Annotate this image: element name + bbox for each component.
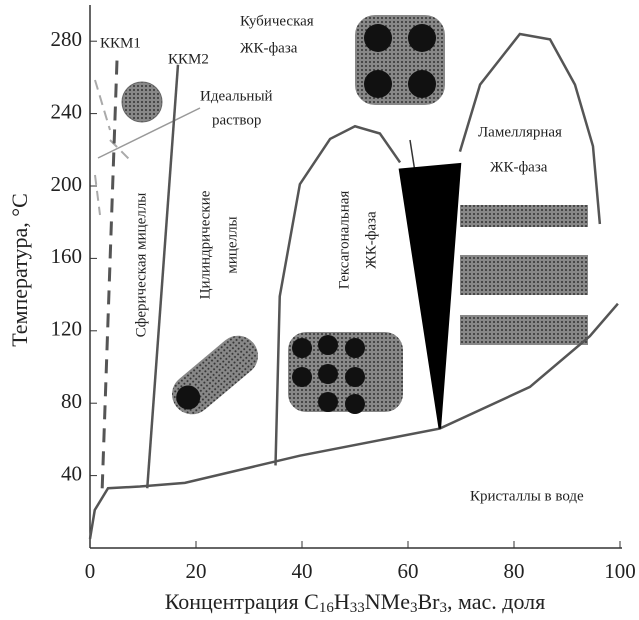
y-tick-label: 80 (61, 389, 82, 413)
x-axis-label-part: 33 (350, 600, 365, 616)
x-tick-label: 40 (292, 559, 313, 583)
y-tick-label: 120 (51, 317, 83, 341)
spherical-micelle (122, 82, 162, 122)
annotation: Кристаллы в воде (470, 488, 584, 504)
annotation: Сферическая мицеллы (133, 193, 149, 338)
x-axis-label-part: 3 (410, 600, 418, 616)
x-tick-label: 100 (604, 559, 636, 583)
annotation: ККМ1 (100, 35, 141, 51)
x-axis-label-part: 3 (439, 600, 447, 616)
x-tick-label: 20 (186, 559, 207, 583)
cylindrical-micelle (164, 328, 266, 423)
x-axis-label-part: Br (417, 589, 440, 614)
x-axis-label-part: H (334, 589, 350, 614)
x-axis-label: Концентрация C16H33NMe3Br3, мас. доля (165, 589, 546, 616)
annotation: Гексагональная (336, 191, 352, 290)
annotation: ЖК-фаза (363, 211, 379, 269)
annotation: ЖК-фаза (490, 159, 548, 175)
y-tick-label: 200 (51, 172, 83, 196)
y-tick-label: 160 (51, 244, 83, 268)
annotation: Ламеллярная (478, 124, 562, 140)
y-tick-label: 240 (51, 99, 83, 123)
annotation: ККМ2 (168, 51, 209, 67)
x-axis-label-part: , мас. доля (447, 589, 545, 614)
phase-boundary (147, 65, 178, 489)
phase-boundary (102, 59, 117, 488)
hexagonal-phase (288, 332, 403, 414)
y-tick-label: 40 (61, 461, 82, 485)
cubic-phase (355, 15, 445, 105)
annotation: Цилиндрические (197, 190, 213, 299)
lamellar-phase (460, 205, 588, 345)
y-tick-label: 280 (51, 27, 83, 51)
x-tick-label: 0 (85, 559, 96, 583)
phase-boundary (276, 126, 401, 465)
x-axis-label-part: Концентрация C (165, 589, 319, 614)
x-tick-label: 80 (504, 559, 525, 583)
phase-region (400, 164, 460, 428)
chart: Температура, °C Концентрация C16H33NMe3B… (0, 0, 639, 620)
x-axis-label-part: NMe (365, 589, 410, 614)
annotation: ЖК-фаза (240, 40, 298, 56)
annotation: Кубическая (240, 13, 314, 29)
y-axis-label: Температура, °C (7, 193, 32, 347)
annotation: Идеальный (200, 88, 273, 104)
x-axis-label-part: 16 (319, 600, 335, 616)
x-tick-label: 60 (398, 559, 419, 583)
annotation: раствор (212, 112, 261, 128)
annotation: мицеллы (224, 216, 240, 273)
